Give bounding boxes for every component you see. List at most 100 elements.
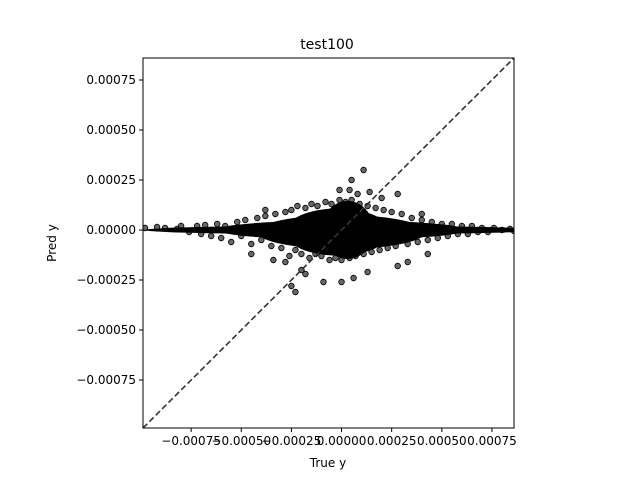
- scatter-point: [348, 176, 355, 184]
- scatter-point: [286, 252, 293, 260]
- scatter-point: [348, 196, 355, 204]
- scatter-point: [378, 194, 385, 202]
- scatter-point: [218, 234, 225, 242]
- scatter-point: [352, 252, 359, 260]
- scatter-point: [366, 188, 373, 196]
- scatter-point: [292, 288, 299, 296]
- scatter-point: [346, 186, 353, 194]
- scatter-point: [302, 270, 309, 278]
- scatter-point: [336, 196, 343, 204]
- scatter-point: [318, 252, 325, 260]
- scatter-point: [414, 238, 421, 246]
- scatter-point: [490, 224, 498, 232]
- scatter-point: [201, 221, 209, 229]
- y-axis-label: Pred y: [45, 224, 59, 262]
- scatter-point: [510, 227, 514, 235]
- scatter-point: [394, 262, 401, 270]
- x-tick-label: −0.00075: [161, 434, 221, 448]
- plot-area: [143, 58, 514, 428]
- chart-title: test100: [300, 37, 354, 53]
- scatter-point: [258, 236, 265, 244]
- scatter-point: [464, 230, 472, 238]
- y-tick-label: −0.00075: [76, 373, 136, 387]
- scatter-point: [322, 198, 329, 206]
- scatter-points: [143, 166, 514, 296]
- x-tick-label: 0.00025: [367, 434, 417, 448]
- scatter-point: [356, 200, 363, 208]
- scatter-point: [320, 278, 327, 286]
- scatter-point: [376, 246, 383, 254]
- scatter-point: [372, 204, 379, 212]
- scatter-point: [404, 240, 411, 248]
- x-tick-label: 0.00075: [467, 434, 517, 448]
- scatter-point: [336, 186, 343, 194]
- scatter-point: [328, 200, 335, 208]
- scatter-point: [458, 222, 466, 230]
- scatter-point: [238, 232, 245, 240]
- scatter-point: [282, 208, 289, 216]
- scatter-point: [404, 258, 411, 266]
- scatter-point: [213, 220, 221, 228]
- scatter-point: [161, 224, 169, 232]
- scatter-point: [302, 204, 309, 212]
- scatter-point: [193, 222, 201, 230]
- x-tick-label: 0.00050: [417, 434, 467, 448]
- scatter-point: [222, 222, 229, 230]
- scatter-point: [360, 166, 367, 174]
- scatter-point: [454, 230, 462, 238]
- scatter-point: [288, 206, 295, 214]
- scatter-point: [308, 200, 315, 208]
- scatter-point: [268, 242, 275, 250]
- scatter-point: [326, 256, 333, 264]
- y-tick-label: 0.00000: [86, 223, 136, 237]
- scatter-point: [234, 218, 241, 226]
- scatter-point: [306, 254, 313, 262]
- scatter-point: [197, 230, 205, 238]
- scatter-point: [338, 278, 345, 286]
- scatter-point: [354, 190, 361, 198]
- scatter-point: [272, 210, 279, 218]
- scatter-point: [444, 232, 452, 240]
- scatter-point: [314, 202, 321, 210]
- scatter-point: [392, 242, 399, 250]
- scatter-point: [418, 216, 425, 224]
- scatter-point: [468, 222, 476, 230]
- scatter-point: [448, 220, 456, 228]
- x-tick-label: −0.00025: [262, 434, 322, 448]
- x-tick-label: −0.00050: [211, 434, 271, 448]
- scatter-point: [338, 256, 345, 264]
- scatter-point: [408, 214, 415, 222]
- scatter-point: [398, 210, 405, 218]
- scatter-point: [360, 250, 367, 258]
- scatter-point: [424, 236, 431, 244]
- scatter-point: [288, 282, 295, 290]
- scatter-point: [342, 198, 349, 206]
- scatter-point: [294, 202, 301, 210]
- scatter-point: [248, 240, 255, 248]
- scatter-point: [346, 254, 353, 262]
- scatter-point: [207, 232, 215, 240]
- scatter-point: [350, 274, 357, 282]
- scatter-point: [177, 222, 185, 230]
- y-tick-label: 0.00025: [86, 173, 136, 187]
- y-tick-label: −0.00025: [76, 273, 136, 287]
- scatter-point: [380, 206, 387, 214]
- scatter-point: [292, 246, 299, 254]
- scatter-point: [153, 223, 161, 231]
- y-tick-label: −0.00050: [76, 323, 136, 337]
- scatter-point: [368, 248, 375, 256]
- scatter-point: [438, 220, 446, 228]
- scatter-point: [262, 206, 269, 214]
- scatter-point: [248, 250, 255, 258]
- scatter-point: [484, 228, 492, 236]
- scatter-point: [278, 244, 285, 252]
- identity-reference-line: [143, 58, 514, 428]
- scatter-point: [242, 216, 249, 224]
- scatter-point: [478, 224, 486, 232]
- scatter-point: [428, 218, 435, 226]
- scatter-point: [262, 212, 269, 220]
- scatter-point: [254, 214, 261, 222]
- scatter-point: [332, 254, 339, 262]
- scatter-point: [418, 210, 425, 218]
